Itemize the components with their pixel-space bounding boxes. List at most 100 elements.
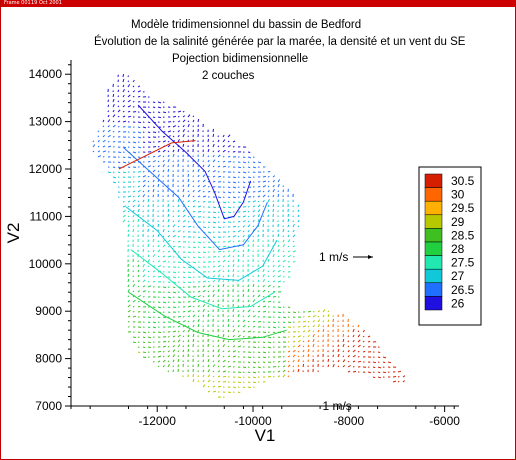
velocity-vector <box>192 195 195 198</box>
velocity-vector <box>207 358 210 363</box>
window-title-bar: Frame 001 19 Oct 2001 <box>1 0 515 7</box>
velocity-vector <box>197 329 199 333</box>
velocity-vector <box>157 173 160 178</box>
velocity-vector <box>272 321 277 324</box>
velocity-vector <box>287 239 291 243</box>
velocity-vector <box>192 199 196 203</box>
velocity-vector <box>127 166 131 168</box>
velocity-vector <box>297 225 300 228</box>
velocity-vector <box>147 280 150 283</box>
velocity-vector <box>182 330 185 333</box>
velocity-vector <box>167 291 171 294</box>
y-tick-label: 11000 <box>30 209 63 223</box>
velocity-vector <box>252 290 255 293</box>
velocity-vector <box>157 154 161 158</box>
velocity-vector <box>152 331 156 334</box>
velocity-vector <box>127 273 130 278</box>
velocity-vector <box>152 326 157 329</box>
velocity-vector <box>282 228 285 233</box>
velocity-vector <box>212 180 216 183</box>
velocity-vector <box>157 249 161 253</box>
velocity-vector <box>122 214 126 218</box>
velocity-vector <box>312 310 315 313</box>
velocity-vector <box>237 191 241 194</box>
velocity-vector <box>132 136 136 139</box>
velocity-vector <box>192 189 195 193</box>
velocity-vector <box>137 175 141 178</box>
velocity-vector <box>247 166 251 169</box>
velocity-vector <box>157 255 160 258</box>
velocity-vector <box>112 109 115 113</box>
velocity-vector <box>127 205 130 208</box>
velocity-vector <box>132 341 137 344</box>
velocity-vector <box>217 348 220 353</box>
velocity-vector <box>172 354 176 358</box>
velocity-vector <box>197 315 200 318</box>
frame-tab[interactable]: Frame 001 <box>4 0 31 6</box>
velocity-vector <box>282 374 286 378</box>
velocity-vector <box>257 214 261 218</box>
velocity-vector <box>222 275 225 278</box>
y-axis-title: V2 <box>4 223 23 244</box>
velocity-vector <box>217 354 221 358</box>
velocity-vector <box>187 310 192 313</box>
velocity-vector <box>142 175 147 178</box>
velocity-vector <box>252 371 257 374</box>
velocity-vector <box>127 115 132 118</box>
velocity-vector <box>297 339 301 343</box>
velocity-vector <box>207 294 210 298</box>
velocity-vector <box>232 225 237 228</box>
velocity-vector <box>212 154 215 158</box>
velocity-vector <box>307 315 311 318</box>
velocity-vector <box>222 344 226 348</box>
velocity-vector <box>132 305 135 308</box>
legend-label: 27.5 <box>451 256 475 270</box>
velocity-vector <box>267 336 272 339</box>
velocity-vector <box>347 329 349 333</box>
velocity-vector <box>222 134 225 138</box>
velocity-vector <box>252 346 257 348</box>
velocity-vector <box>292 369 295 373</box>
velocity-vector <box>127 99 131 103</box>
velocity-vector <box>167 144 171 148</box>
velocity-vector <box>362 350 366 353</box>
velocity-vector <box>197 118 200 123</box>
velocity-vector <box>267 326 271 328</box>
velocity-vector <box>142 126 147 129</box>
velocity-vector <box>287 265 291 268</box>
velocity-vector <box>232 320 234 323</box>
velocity-vector <box>327 324 329 328</box>
velocity-vector <box>232 263 235 268</box>
velocity-vector <box>142 171 145 173</box>
velocity-vector <box>277 375 281 378</box>
velocity-vector <box>342 333 345 338</box>
velocity-vector <box>287 234 290 238</box>
velocity-vector <box>322 325 324 328</box>
velocity-vector <box>147 346 152 349</box>
velocity-vector <box>282 250 285 253</box>
velocity-vector <box>217 385 222 388</box>
velocity-vector <box>237 235 240 238</box>
velocity-vector <box>127 200 131 203</box>
velocity-vector <box>292 256 295 258</box>
velocity-vector <box>267 185 270 188</box>
velocity-vector <box>167 230 170 233</box>
velocity-vector <box>247 356 252 359</box>
velocity-vector <box>222 201 227 204</box>
velocity-vector <box>317 310 321 313</box>
velocity-vector <box>157 244 160 248</box>
velocity-vector <box>342 359 346 363</box>
legend-swatch <box>424 296 443 311</box>
velocity-vector <box>217 284 220 288</box>
velocity-vector <box>222 370 227 373</box>
velocity-vector <box>247 206 250 208</box>
velocity-vector <box>277 259 280 263</box>
velocity-vector <box>212 169 216 173</box>
velocity-vector <box>197 158 200 163</box>
velocity-vector <box>272 189 276 193</box>
velocity-vector <box>157 275 162 278</box>
velocity-vector <box>217 359 220 363</box>
velocity-vector <box>137 146 142 149</box>
velocity-vector <box>187 183 190 188</box>
velocity-vector <box>177 120 181 123</box>
